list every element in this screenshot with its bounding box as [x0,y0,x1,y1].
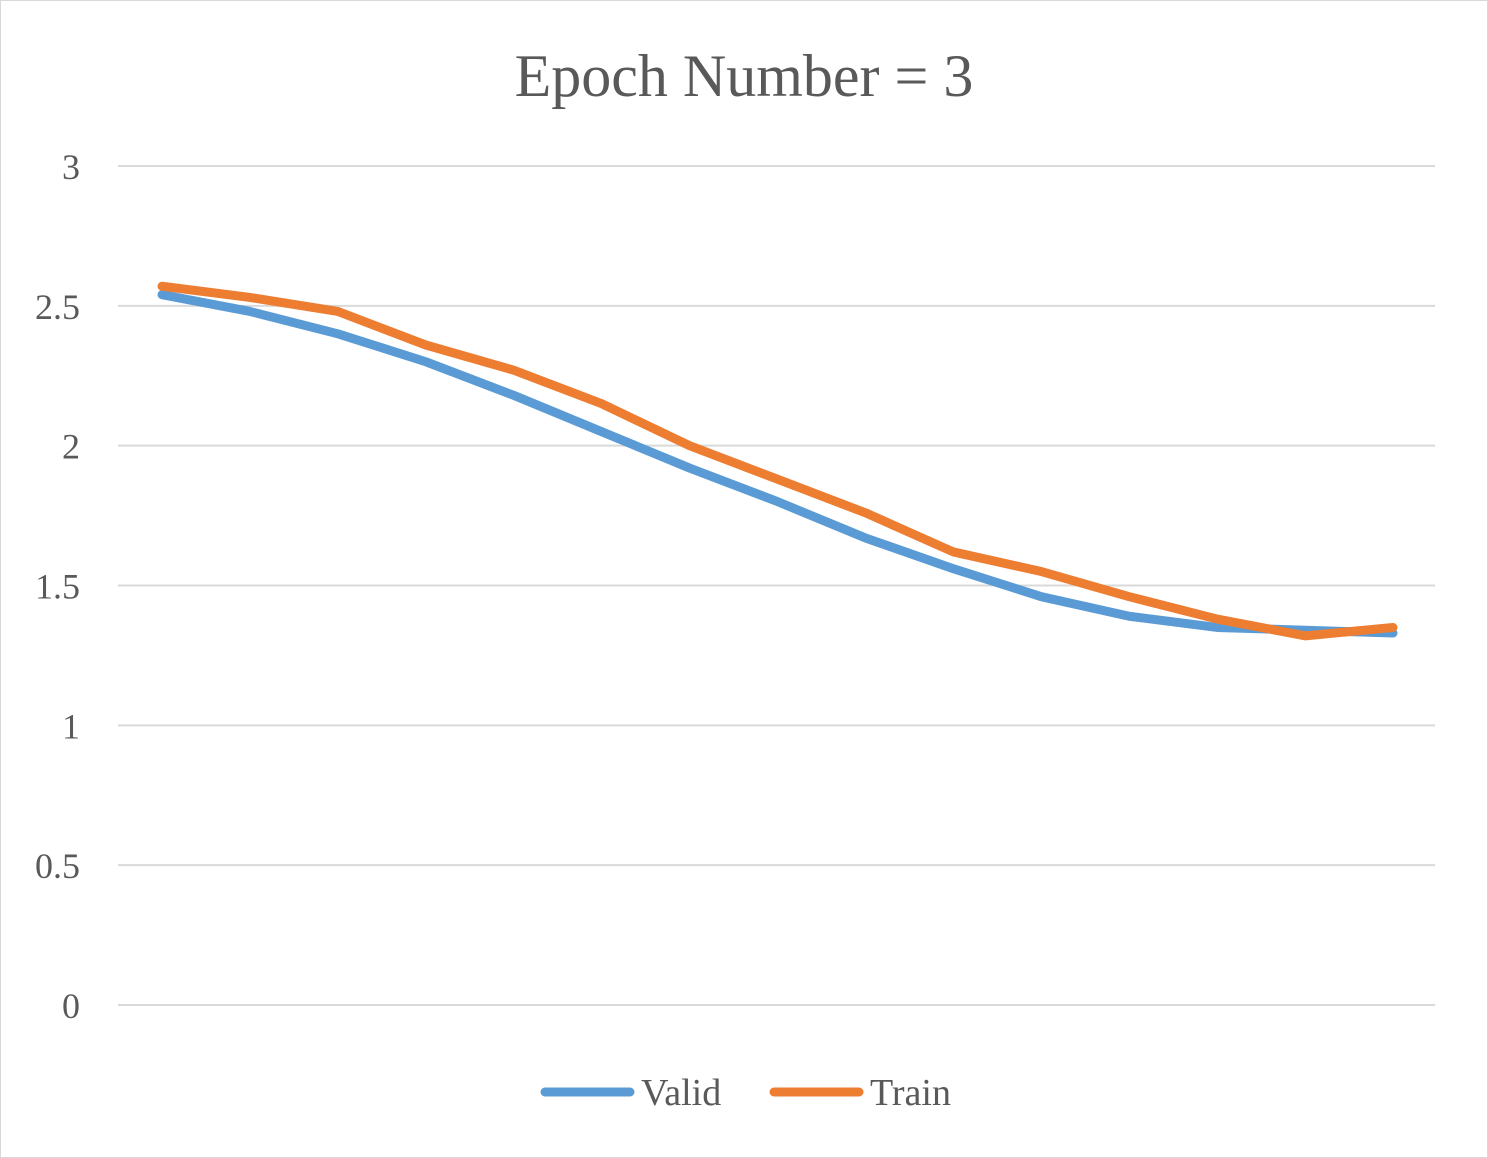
legend-label-valid: Valid [641,1072,721,1114]
legend-label-train: Train [870,1072,951,1114]
y-tick-label: 1 [62,706,80,746]
y-tick-label: 0 [62,986,80,1026]
y-tick-label: 2 [62,427,80,467]
y-tick-label: 3 [62,147,80,187]
y-tick-label: 0.5 [35,846,80,886]
y-tick-label: 1.5 [35,567,80,607]
series-line-valid [157,290,1398,638]
series-line-train [157,281,1398,641]
chart-title: Epoch Number = 3 [515,43,974,109]
legend: Valid Train [540,1072,951,1114]
gridlines [118,165,1435,1006]
y-axis-ticks: 0 0.5 1 1.5 2 2.5 3 [35,147,80,1026]
y-tick-label: 2.5 [35,287,80,327]
series-lines [157,281,1398,641]
